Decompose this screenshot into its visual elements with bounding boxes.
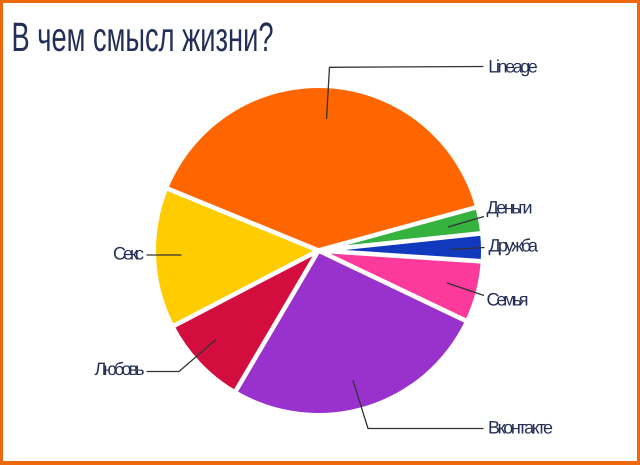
svg-text:Вконтакте: Вконтакте	[488, 417, 553, 437]
svg-text:Любовь: Любовь	[95, 359, 145, 379]
svg-text:Деньги: Деньги	[487, 197, 533, 217]
svg-text:Секс: Секс	[113, 243, 144, 263]
svg-text:Семья: Семья	[487, 289, 529, 309]
svg-text:В чем смысл жизни?: В чем смысл жизни?	[12, 14, 274, 60]
svg-text:Lineage: Lineage	[488, 57, 538, 77]
svg-text:Дружба: Дружба	[489, 236, 539, 256]
